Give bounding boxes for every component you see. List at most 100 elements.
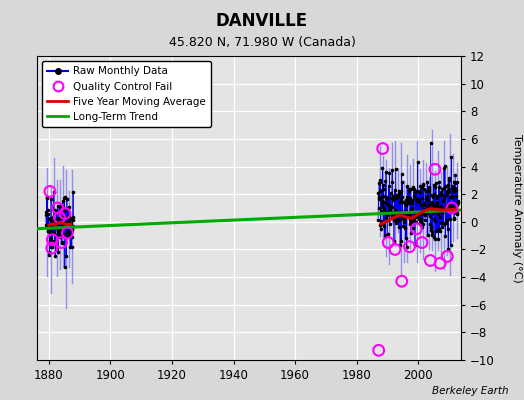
Point [445, 189, 453, 195]
Point [377, 226, 385, 232]
Point [405, 200, 413, 206]
Point [411, 242, 419, 248]
Point [390, 216, 398, 223]
Point [45, 252, 53, 258]
Point [399, 214, 407, 221]
Point [449, 204, 457, 210]
Point [388, 179, 396, 185]
Point [409, 214, 418, 220]
Point [380, 206, 388, 212]
Point [375, 179, 384, 186]
Point [434, 184, 443, 190]
Point [444, 245, 453, 252]
Point [58, 206, 67, 213]
Point [376, 218, 385, 224]
Point [430, 190, 439, 197]
Point [50, 238, 59, 244]
Point [49, 230, 57, 236]
Point [383, 211, 391, 218]
Point [383, 196, 391, 202]
Point [448, 207, 456, 213]
Point [442, 183, 450, 189]
Point [442, 220, 451, 226]
Point [386, 190, 395, 197]
Point [416, 188, 424, 195]
Point [42, 212, 50, 218]
Point [429, 210, 437, 216]
Point [389, 212, 397, 218]
Point [56, 203, 64, 209]
Point [43, 224, 51, 230]
Text: Berkeley Earth: Berkeley Earth [432, 386, 508, 396]
Point [385, 209, 393, 215]
Point [401, 200, 409, 206]
Point [46, 188, 54, 195]
Point [379, 182, 388, 188]
Point [377, 208, 386, 214]
Point [386, 204, 394, 211]
Point [57, 228, 66, 234]
Point [431, 166, 439, 172]
Point [410, 211, 419, 218]
Point [439, 206, 447, 213]
Point [55, 226, 63, 233]
Point [418, 195, 427, 202]
Point [422, 206, 430, 212]
Point [67, 216, 75, 222]
Point [410, 193, 418, 200]
Point [56, 204, 64, 211]
Point [398, 179, 407, 185]
Point [63, 228, 72, 235]
Point [62, 224, 71, 230]
Point [451, 204, 459, 210]
Point [53, 225, 61, 231]
Point [431, 236, 440, 242]
Point [406, 212, 414, 218]
Point [428, 229, 436, 236]
Point [417, 215, 425, 222]
Point [386, 207, 395, 214]
Point [436, 260, 444, 266]
Point [436, 220, 445, 227]
Point [50, 206, 59, 213]
Point [446, 242, 455, 249]
Point [374, 216, 383, 223]
Point [53, 232, 62, 238]
Point [412, 210, 421, 216]
Point [69, 217, 78, 224]
Point [389, 212, 398, 219]
Point [437, 189, 445, 196]
Point [435, 226, 443, 233]
Point [443, 226, 452, 232]
Point [441, 193, 450, 199]
Point [441, 163, 449, 170]
Point [49, 230, 58, 236]
Point [46, 215, 54, 221]
Point [421, 206, 430, 212]
Point [407, 218, 415, 224]
Point [378, 201, 386, 208]
Point [423, 179, 431, 185]
Point [409, 184, 418, 191]
Point [445, 175, 454, 181]
Point [51, 216, 59, 223]
Point [408, 200, 417, 206]
Point [53, 244, 61, 251]
Point [390, 195, 399, 201]
Point [379, 204, 387, 210]
Point [63, 196, 71, 202]
Point [391, 166, 400, 172]
Point [396, 242, 405, 248]
Point [444, 177, 453, 184]
Point [436, 203, 445, 209]
Point [447, 154, 455, 160]
Point [43, 224, 51, 230]
Point [452, 193, 460, 199]
Point [427, 227, 435, 233]
Point [395, 216, 403, 223]
Point [395, 224, 403, 230]
Point [447, 194, 456, 200]
Point [424, 184, 433, 191]
Point [435, 179, 443, 186]
Point [418, 224, 427, 230]
